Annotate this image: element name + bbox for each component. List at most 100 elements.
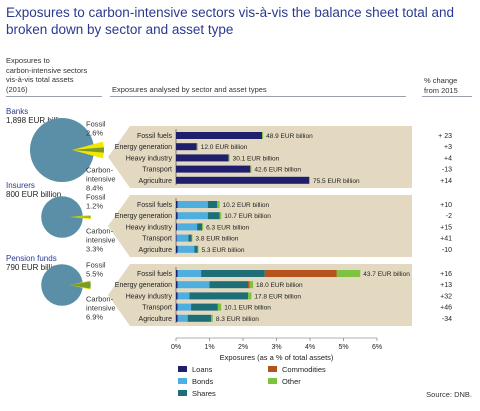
- bar-value-label: 3.8 EUR billion: [195, 236, 238, 243]
- category-label: Transport: [142, 167, 172, 174]
- bar-segment-loans: [176, 270, 178, 277]
- carbon-label: Carbon-: [86, 294, 114, 303]
- carbon-label: Carbon-: [86, 166, 114, 175]
- bar-value-label: 42.6 EUR billion: [254, 167, 301, 174]
- category-label: Heavy industry: [126, 293, 173, 300]
- carbon-label: intensive: [86, 175, 116, 184]
- bar-segment-shares: [188, 234, 192, 242]
- category-label: Transport: [142, 236, 172, 243]
- group-name: Banks: [6, 107, 28, 116]
- pie-total-assets: [41, 196, 83, 238]
- bar-segment-bonds: [177, 223, 198, 231]
- header-divider: [110, 96, 406, 97]
- left-header-line: (2016): [6, 84, 28, 94]
- pct-change-value: +13: [440, 282, 452, 289]
- bar-segment-other: [217, 201, 220, 208]
- right-header-line: % change: [424, 76, 458, 85]
- legend-label: Shares: [192, 389, 216, 398]
- bar-segment-loans: [176, 223, 178, 231]
- bar-segment-loans: [176, 176, 309, 184]
- bar-segment-shares: [209, 281, 249, 289]
- left-column-header: Exposures to carbon-intensive sectors vi…: [6, 56, 116, 94]
- legend-swatch: [268, 366, 277, 372]
- bar-segment-shares: [189, 292, 249, 300]
- pct-change-value: +16: [440, 271, 452, 278]
- fossil-pct: 1.2%: [86, 202, 103, 211]
- bar-value-label: 6.3 EUR billion: [206, 224, 249, 231]
- pie-fossil-slice: [69, 281, 91, 289]
- bar-segment-shares: [197, 223, 203, 231]
- bar-segment-loans: [176, 154, 229, 162]
- legend-label: Commodities: [282, 365, 326, 374]
- pct-change-value: +41: [440, 236, 452, 243]
- category-label: Fossil fuels: [137, 133, 173, 140]
- group-name: Pension funds: [6, 254, 57, 263]
- carbon-label: Carbon-: [86, 226, 114, 235]
- pie-total-assets: [30, 118, 94, 182]
- bar-segment-other: [211, 314, 213, 322]
- bar-segment-shares: [191, 303, 218, 311]
- bar-segment-bonds: [177, 292, 190, 300]
- category-label: Energy generation: [115, 213, 172, 220]
- pct-change-value: +32: [440, 293, 452, 300]
- bar-value-label: 30.1 EUR billion: [233, 155, 280, 162]
- pct-change-value: + 23: [438, 133, 452, 140]
- fossil-pct: 5.5%: [86, 270, 103, 279]
- fossil-label: Fossil: [86, 119, 106, 128]
- bar-segment-other: [219, 212, 222, 220]
- fossil-label: Fossil: [86, 261, 106, 270]
- left-header-line: carbon-intensive sectors: [6, 65, 88, 75]
- carbon-label: intensive: [86, 303, 116, 312]
- category-label: Agriculture: [139, 178, 173, 185]
- category-label: Heavy industry: [126, 155, 173, 162]
- pie-fossil-slice: [72, 147, 104, 153]
- pct-change-value: -10: [442, 247, 452, 254]
- bar-value-label: 10.7 EUR billion: [224, 213, 271, 220]
- pct-change-value: +15: [440, 224, 452, 231]
- group-name: Insurers: [6, 181, 35, 190]
- pct-change-value: +10: [440, 202, 452, 209]
- bar-segment-other: [250, 165, 252, 173]
- pct-change-value: +4: [444, 155, 452, 162]
- bar-segment-bonds: [177, 212, 208, 220]
- bar-segment-other: [197, 245, 199, 253]
- bar-value-label: 12.0 EUR billion: [201, 144, 248, 151]
- chart-title: Exposures to carbon-intensive sectors vi…: [6, 5, 454, 37]
- category-label: Energy generation: [115, 144, 172, 151]
- right-column-header: % change from 2015: [424, 76, 458, 95]
- bar-segment-other: [308, 176, 310, 184]
- bar-segment-loans: [176, 281, 178, 289]
- header-divider: [422, 96, 472, 97]
- category-label: Fossil fuels: [137, 271, 173, 278]
- legend-swatch: [178, 378, 187, 384]
- left-header-line: Exposures to: [6, 56, 50, 65]
- bar-segment-loans: [176, 292, 178, 300]
- legend-swatch: [268, 378, 277, 384]
- category-label: Heavy industry: [126, 224, 173, 231]
- legend-label: Bonds: [192, 377, 214, 386]
- pie-total-assets: [41, 264, 83, 306]
- bar-segment-bonds: [177, 303, 192, 311]
- carbon-pct: 3.3%: [86, 244, 103, 253]
- category-label: Agriculture: [139, 247, 173, 254]
- bar-segment-loans: [176, 165, 251, 173]
- bar-segment-shares: [201, 270, 265, 277]
- x-axis-title: Exposures (as a % of total assets): [220, 353, 334, 362]
- bar-segment-other: [336, 270, 361, 277]
- legend-label: Other: [282, 377, 301, 386]
- bar-segment-bonds: [177, 281, 210, 289]
- bar-value-label: 48.9 EUR billion: [266, 133, 313, 140]
- bar-segment-other: [228, 154, 230, 162]
- legend-swatch: [178, 366, 187, 372]
- fossil-pct: 2.6%: [86, 128, 103, 137]
- bar-segment-loans: [176, 212, 178, 220]
- bar-value-label: 17.8 EUR billion: [254, 293, 301, 300]
- bar-segment-bonds: [177, 314, 188, 322]
- carbon-label: intensive: [86, 235, 116, 244]
- group-total: 800 EUR billion: [6, 190, 61, 199]
- carbon-pct: 6.9%: [86, 312, 103, 321]
- category-label: Energy generation: [115, 282, 172, 289]
- bar-segment-other: [262, 132, 264, 139]
- left-header-line: vis-à-vis total assets: [6, 75, 74, 84]
- category-label: Fossil fuels: [137, 202, 173, 209]
